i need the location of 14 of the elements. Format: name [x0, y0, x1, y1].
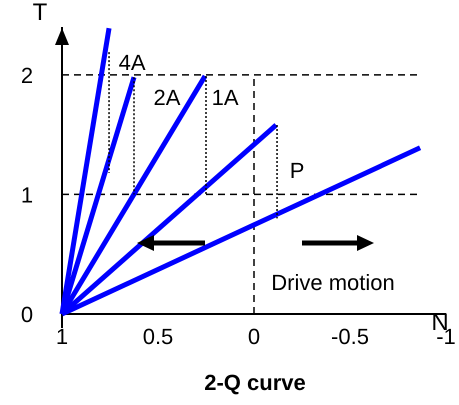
series-label: P [290, 158, 304, 184]
y-tick-label: 2 [20, 62, 34, 88]
y-tick-label: 1 [20, 182, 34, 208]
y-tick-label: 0 [20, 302, 34, 327]
series-label: 4A [118, 50, 146, 76]
y-axis-title: T [32, 0, 48, 26]
x-tick-label: 0 [248, 324, 260, 349]
text: 2-Q curve [204, 370, 306, 395]
x-tick-label: -0.5 [331, 324, 369, 349]
x-tick-label: 0.5 [142, 324, 174, 349]
x-tick-label: 1 [56, 324, 68, 349]
series-label: 1A [212, 85, 239, 110]
series-label: 2A [154, 85, 181, 110]
annotation: Drive motion [271, 270, 395, 295]
